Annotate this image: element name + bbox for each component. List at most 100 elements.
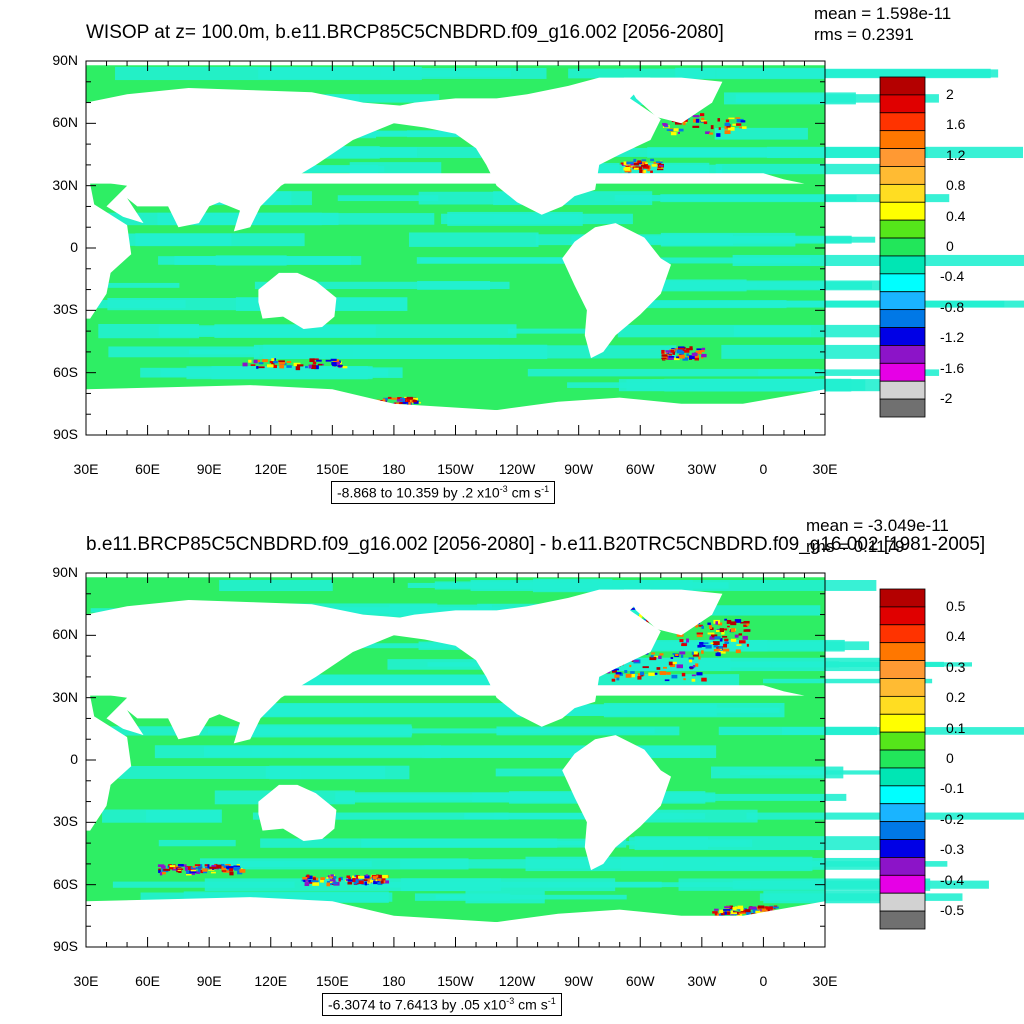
field-speckle [624, 670, 628, 673]
lat-label: 90N [52, 52, 78, 68]
field-speckle [184, 867, 188, 871]
field-speckle [701, 117, 705, 120]
field-speckle [355, 879, 359, 884]
field-speckle [377, 878, 382, 882]
tick-marks [85, 60, 826, 436]
field-speckle [614, 674, 620, 678]
field-speckle [615, 672, 622, 675]
colorbar-swatch [879, 309, 926, 328]
field-speckle [674, 121, 682, 125]
field-band [424, 745, 717, 759]
field-speckle [236, 864, 241, 866]
field-band [617, 324, 907, 338]
field-speckle [705, 645, 712, 649]
field-speckle [364, 881, 368, 886]
field-speckle [657, 166, 661, 169]
field-speckle [229, 867, 234, 872]
field-speckle [356, 875, 360, 879]
field-speckle [730, 621, 737, 626]
field-speckle [185, 866, 192, 870]
field-speckle [722, 635, 728, 638]
field-speckle [714, 636, 721, 640]
field-speckle [239, 869, 246, 873]
field-speckle [766, 906, 773, 910]
field-speckle [723, 643, 728, 648]
lat-label: 60N [52, 626, 78, 643]
colorbar-label: -0.4 [940, 871, 965, 888]
field-speckle [356, 880, 364, 885]
field-speckle [703, 121, 708, 125]
field-speckle [221, 869, 227, 872]
field-speckle [229, 871, 234, 876]
north-america-land [373, 589, 661, 727]
field-band [739, 769, 821, 776]
eurasia-land [12, 88, 425, 232]
field-speckle [633, 158, 637, 163]
field-speckle [329, 876, 334, 879]
lat-label: 30S [53, 813, 78, 830]
field-speckle [716, 652, 721, 657]
field-speckle [650, 170, 653, 173]
field-speckle [671, 674, 678, 679]
field-speckle [725, 119, 730, 123]
field-band [420, 257, 589, 264]
field-speckle [630, 671, 635, 674]
lat-label: 0 [70, 751, 78, 767]
field-speckle [650, 655, 654, 658]
field-band [514, 707, 780, 713]
field-band [251, 746, 552, 758]
colorbar-swatch [879, 201, 926, 221]
colorbar-swatch [879, 624, 926, 644]
field-speckle [718, 127, 721, 130]
field-speckle [673, 357, 680, 361]
field-speckle [692, 125, 700, 128]
map-panel-top: WISOP at z= 100.0m, b.e11.BRCP85C5CNBDRD… [12, 4, 1024, 504]
field-speckle [311, 364, 316, 368]
lon-label: 90W [564, 973, 594, 989]
field-band [214, 213, 435, 225]
field-speckle [637, 160, 642, 163]
colorbar-label: 0.5 [946, 597, 966, 614]
field-speckle [200, 869, 204, 874]
field-speckle [406, 398, 410, 402]
field-band [118, 233, 232, 246]
field-speckle [719, 909, 724, 914]
field-band [326, 94, 440, 103]
colorbar-label: 1.2 [946, 146, 966, 163]
lon-label: 180 [382, 461, 406, 477]
colorbar-label: 0.3 [946, 658, 966, 675]
field-speckle [676, 664, 683, 669]
colorbar-label: 0.8 [946, 177, 966, 194]
field-speckle [216, 864, 222, 869]
field-speckle [736, 118, 744, 123]
field-speckle [677, 347, 685, 351]
field-speckle [734, 619, 742, 623]
field-speckle [347, 881, 353, 885]
field-speckle [723, 909, 731, 911]
field-band [507, 328, 619, 334]
field-speckle [716, 133, 721, 137]
field-speckle [403, 398, 408, 401]
field-speckle [625, 673, 632, 678]
field-speckle [714, 908, 719, 911]
colorbar-swatch [879, 273, 926, 293]
field-speckle [676, 356, 680, 359]
colorbar-swatch [879, 606, 926, 626]
field-speckle [633, 163, 640, 166]
field-band [349, 162, 442, 176]
field-band [718, 726, 877, 736]
field-speckle [738, 640, 746, 644]
colorbar-swatch [879, 642, 926, 661]
antarctica-land [86, 385, 825, 435]
field-speckle [266, 364, 274, 368]
field-speckle [682, 349, 690, 353]
greenland-land [623, 589, 723, 636]
colorbar-label: 0.2 [946, 689, 966, 706]
field-speckle [634, 659, 639, 662]
field-speckle [258, 366, 265, 369]
field-speckle [736, 123, 742, 126]
colorbar-swatch [879, 767, 926, 787]
field-speckle [695, 624, 698, 628]
range-unit: cm s [507, 484, 542, 501]
field-speckle [686, 348, 693, 351]
